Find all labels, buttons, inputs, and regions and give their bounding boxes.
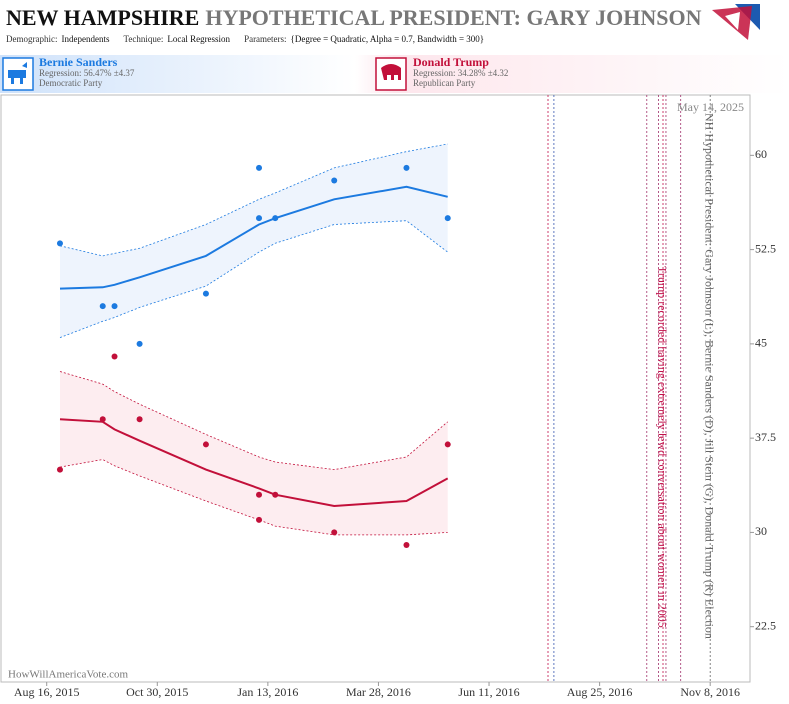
poll-point <box>331 529 338 536</box>
poll-point <box>444 215 451 222</box>
poll-point <box>111 303 118 310</box>
legend-party: Republican Party <box>413 78 476 88</box>
poll-point <box>272 491 279 498</box>
plot-frame <box>0 94 751 683</box>
x-tick-label: Jan 13, 2016 <box>237 685 298 699</box>
poll-point <box>56 466 63 473</box>
legend-name: Bernie Sanders <box>39 55 118 69</box>
header: NEW HAMPSHIRE HYPOTHETICAL PRESIDENT: GA… <box>6 4 760 44</box>
elephant <box>381 64 401 80</box>
legend-name: Donald Trump <box>413 55 489 69</box>
poll-point <box>403 164 410 171</box>
upper-bound <box>59 143 448 257</box>
poll-point <box>56 240 63 247</box>
poll-point <box>136 416 143 423</box>
subtitle-value: Independents <box>61 34 109 44</box>
confidence-band <box>60 371 448 535</box>
title-state: NEW HAMPSHIRE <box>6 5 199 30</box>
date-stamp: May 14, 2025 <box>677 100 744 114</box>
x-tick-label: Mar 28, 2016 <box>346 685 411 699</box>
poll-point <box>331 177 338 184</box>
poll-point <box>256 215 263 222</box>
subtitle-value: Local Regression <box>167 34 230 44</box>
poll-point <box>111 353 118 360</box>
legend-regression: Regression: 56.47% ±4.37 <box>39 68 135 78</box>
poll-point <box>136 340 143 347</box>
legend-regression: Regression: 34.28% ±4.32 <box>413 68 508 78</box>
poll-point <box>256 491 263 498</box>
subtitle-label: Demographic: <box>6 34 57 44</box>
event-label: Trump recorded having extremely lewd con… <box>655 266 669 628</box>
event-label: NH Hypothetical President: Gary Johnson … <box>702 113 716 639</box>
y-tick-label: 30 <box>755 524 767 538</box>
logo <box>712 4 760 40</box>
y-tick-label: 22.5 <box>755 618 776 632</box>
y-tick-label: 52.5 <box>755 241 776 255</box>
regression-line <box>59 185 448 290</box>
legend-party: Democratic Party <box>39 78 103 88</box>
poll-point <box>202 290 209 297</box>
subtitle: Demographic: Independents Technique: Local … <box>6 34 484 44</box>
poll-point <box>403 541 410 548</box>
x-tick-label: Jun 11, 2016 <box>458 685 519 699</box>
x-tick-label: Aug 16, 2015 <box>14 685 80 699</box>
x-tick-label: Oct 30, 2015 <box>126 685 188 699</box>
y-tick-label: 45 <box>755 336 767 350</box>
subtitle-label: Parameters: <box>244 34 286 44</box>
donkey <box>8 62 27 84</box>
poll-point <box>256 516 263 523</box>
y-tick-label: 60 <box>755 147 767 161</box>
title-race: HYPOTHETICAL PRESIDENT: GARY JOHNSON <box>205 5 701 30</box>
subtitle-label: Technique: <box>123 34 163 44</box>
y-tick-label: 37.5 <box>755 430 776 444</box>
lower-bound <box>59 459 448 536</box>
subtitle-value: {Degree = Quadratic, Alpha = 0.7, Bandwi… <box>291 34 485 44</box>
poll-point <box>202 441 209 448</box>
x-tick-label: Aug 25, 2016 <box>567 685 633 699</box>
x-tick-label: Nov 8, 2016 <box>680 685 740 699</box>
poll-point <box>99 416 106 423</box>
watermark: HowWillAmericaVote.com <box>8 669 128 681</box>
poll-point <box>444 441 451 448</box>
poll-point <box>256 164 263 171</box>
poll-point <box>272 215 279 222</box>
poll-point <box>99 303 106 310</box>
upper-bound <box>59 371 448 471</box>
confidence-band <box>60 144 448 338</box>
regression-line <box>59 418 449 508</box>
